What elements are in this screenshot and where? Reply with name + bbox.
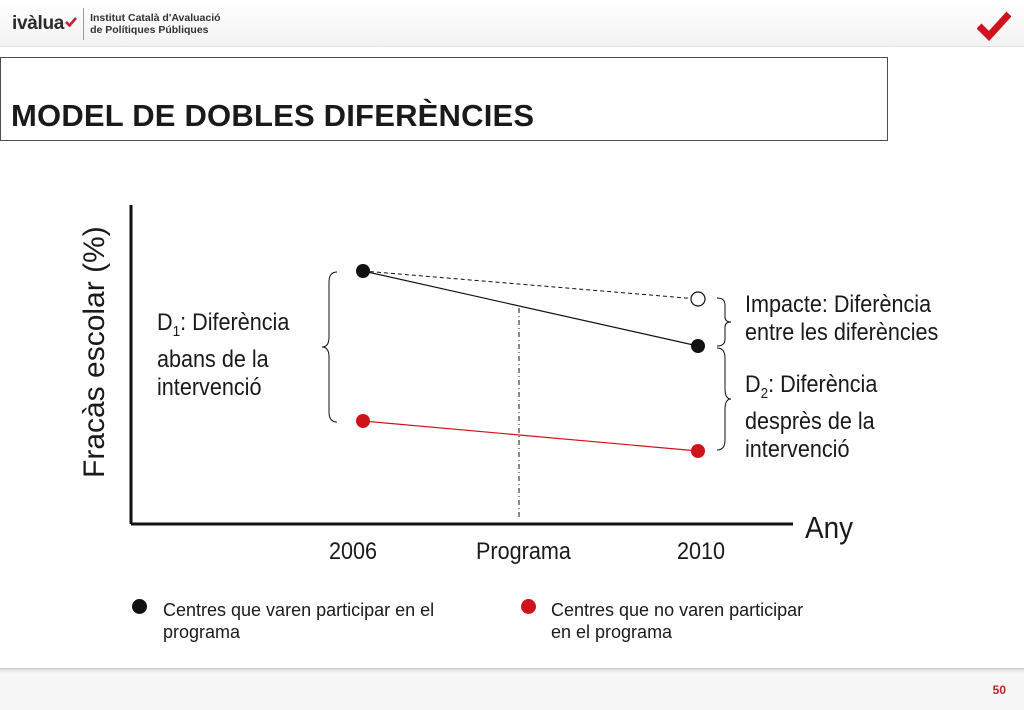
impact-line2: entre les diferències xyxy=(745,319,939,346)
non-participants-2010-point xyxy=(691,444,705,458)
d2-text: : Diferència xyxy=(768,371,878,398)
footer-bar xyxy=(0,668,1024,710)
slide-title: MODEL DE DOBLES DIFERÈNCIES xyxy=(11,98,535,133)
d1-line3: intervenció xyxy=(157,373,262,401)
d2-line2: desprès de la xyxy=(745,407,875,435)
institute-name-line1: Institut Català d'Avaluació xyxy=(90,12,221,24)
x-axis-label: Any xyxy=(805,510,854,545)
impact-brace xyxy=(716,297,732,347)
d2-letter: D xyxy=(745,371,761,398)
d2-annotation: D2: Diferència desprès de la intervenció xyxy=(745,371,877,464)
legend-non-participants: Centres que no varen participar en el pr… xyxy=(551,599,803,643)
d1-line1: D1: Diferència xyxy=(157,309,289,346)
legend-non-participants-line2: en el programa xyxy=(551,622,673,642)
participants-2010-point xyxy=(691,339,705,353)
title-frame xyxy=(0,57,888,141)
logo-wordmark: ivàlua xyxy=(12,13,65,34)
legend-participants-line1: Centres que varen participar en el xyxy=(163,600,435,620)
impact-annotation: Impacte: Diferència entre les diferèncie… xyxy=(745,291,938,347)
ivalua-logo: ivàlua Institut Català d'Avaluació de Po… xyxy=(12,8,221,40)
institute-name-line2: de Polítiques Públiques xyxy=(90,24,209,36)
counterfactual-line xyxy=(362,270,699,300)
d1-brace xyxy=(321,271,338,423)
tick-2010: 2010 xyxy=(677,538,726,565)
legend-participants: Centres que varen participar en el progr… xyxy=(163,599,434,643)
participants-line xyxy=(362,270,699,347)
institute-name: Institut Català d'Avaluació de Polítique… xyxy=(90,12,220,36)
legend-non-participants-marker xyxy=(521,599,536,614)
counterfactual-2010-point xyxy=(690,291,706,307)
impact-line1: Impacte: Diferència xyxy=(745,291,932,318)
participants-2006-point xyxy=(356,264,370,278)
logo-divider xyxy=(83,8,85,40)
tick-programa: Programa xyxy=(476,538,571,565)
tick-2006: 2006 xyxy=(329,538,378,565)
y-axis-label: Fracàs escolar (%) xyxy=(78,226,111,478)
legend-non-participants-line1: Centres que no varen participar xyxy=(551,600,804,620)
d1-letter: D xyxy=(157,309,173,336)
page-number: 50 xyxy=(992,683,1006,697)
brand-check-icon xyxy=(977,11,1011,41)
non-participants-2006-point xyxy=(356,414,370,428)
legend-participants-marker xyxy=(132,599,147,614)
legend-participants-line2: programa xyxy=(163,622,241,642)
header-bar: ivàlua Institut Català d'Avaluació de Po… xyxy=(0,0,1024,47)
d2-brace xyxy=(716,347,732,451)
d2-line1: D2: Diferència xyxy=(745,371,877,408)
d2-subscript: 2 xyxy=(760,384,769,402)
logo-check-icon xyxy=(65,17,78,27)
d1-line2: abans de la xyxy=(157,345,269,373)
d2-line3: intervenció xyxy=(745,435,850,463)
non-participants-line xyxy=(362,420,699,452)
d1-annotation: D1: Diferència abans de la intervenció xyxy=(157,309,289,402)
d1-subscript: 1 xyxy=(172,322,181,340)
d1-text: : Diferència xyxy=(180,309,290,336)
